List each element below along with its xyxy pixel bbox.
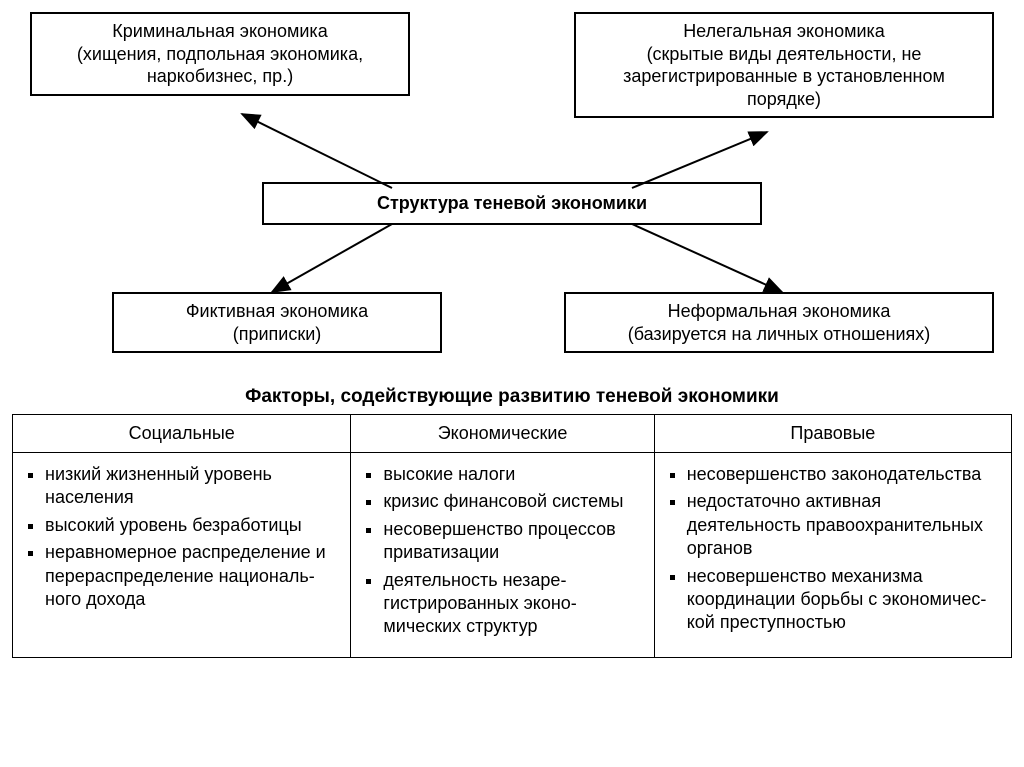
node-fictitious-economy: Фиктивная экономика (приписки)	[112, 292, 442, 353]
factors-title: Факторы, содействующие развитию теневой …	[12, 386, 1012, 408]
node-informal-economy: Неформальная экономика (базируется на ли…	[564, 292, 994, 353]
node-title: Криминальная экономика	[42, 20, 398, 43]
list-item: низкий жизненный уровень населения	[45, 463, 336, 510]
node-illegal-economy: Нелегальная экономика (скрытые виды деят…	[574, 12, 994, 118]
list-item: несовершенство зако­нодательства	[687, 463, 997, 486]
list-item: высокий уровень без­работицы	[45, 514, 336, 537]
node-detail: (скрытые виды деятельности, не зарегистр…	[586, 43, 982, 111]
node-title: Неформальная экономика	[576, 300, 982, 323]
node-detail: (приписки)	[124, 323, 430, 346]
arrow	[272, 224, 392, 292]
factors-table: Социальные Экономические Правовые низкий…	[12, 414, 1012, 658]
list-item: неравномерное рас­пределение и перерас­п…	[45, 541, 336, 611]
col-header-economic: Экономические	[351, 415, 654, 453]
node-criminal-economy: Криминальная экономика (хищения, подполь…	[30, 12, 410, 96]
list-item: кризис финансовой системы	[383, 490, 639, 513]
node-detail: (хищения, подпольная экономика, наркобиз…	[42, 43, 398, 88]
col-header-social: Социальные	[13, 415, 351, 453]
list-item: деятельность незаре­гистрированных эконо…	[383, 569, 639, 639]
cell-social: низкий жизненный уровень населения высоки…	[13, 453, 351, 658]
arrow	[632, 132, 767, 188]
center-title: Структура теневой экономики	[377, 193, 647, 213]
col-header-legal: Правовые	[654, 415, 1011, 453]
list-item: недостаточно активная деятельность право…	[687, 490, 997, 560]
arrow	[242, 114, 392, 188]
structure-diagram: Криминальная экономика (хищения, подполь…	[12, 12, 1012, 382]
node-title: Нелегальная экономика	[586, 20, 982, 43]
cell-economic: высокие налоги кризис финансовой системы н…	[351, 453, 654, 658]
list-item: несовершенство про­цессов приватизации	[383, 518, 639, 565]
table-header-row: Социальные Экономические Правовые	[13, 415, 1012, 453]
node-detail: (базируется на личных отношениях)	[576, 323, 982, 346]
node-center: Структура теневой экономики	[262, 182, 762, 225]
list-item: высокие налоги	[383, 463, 639, 486]
node-title: Фиктивная экономика	[124, 300, 430, 323]
table-row: низкий жизненный уровень населения высоки…	[13, 453, 1012, 658]
list-item: несовершенство ме­ханизма координации бо…	[687, 565, 997, 635]
arrow	[632, 224, 782, 292]
cell-legal: несовершенство зако­нодательства недостат…	[654, 453, 1011, 658]
